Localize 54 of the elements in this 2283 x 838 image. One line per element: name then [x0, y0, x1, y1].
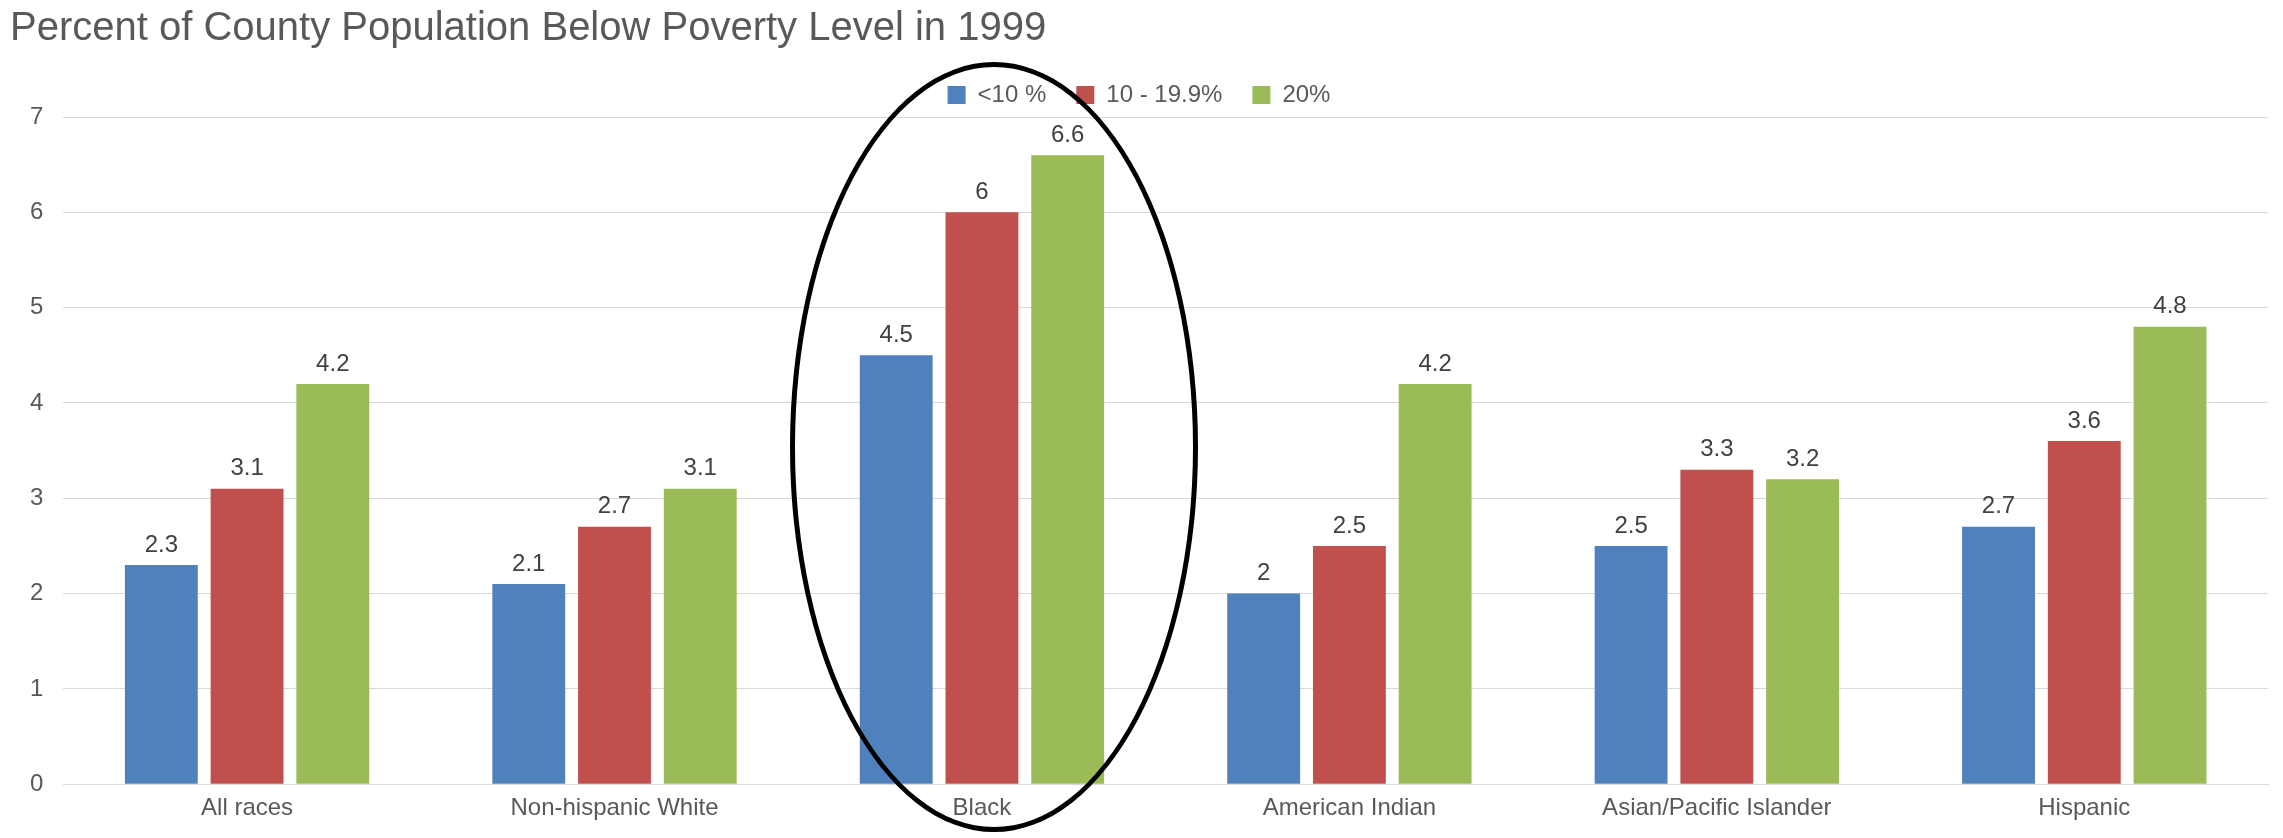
bar — [1398, 383, 1472, 784]
bar — [296, 383, 370, 784]
data-label: 3.2 — [1785, 443, 1820, 471]
x-tick-label: Black — [952, 793, 1013, 821]
data-label: 2.3 — [144, 529, 179, 557]
data-label: 2.1 — [512, 548, 546, 576]
bar — [1031, 155, 1105, 784]
data-label: 2.7 — [1981, 491, 2016, 519]
data-label: 2.7 — [597, 491, 632, 519]
bar — [663, 488, 737, 784]
bar — [124, 564, 198, 784]
bar — [1312, 545, 1386, 784]
bar — [945, 212, 1019, 784]
y-tick-label: 3 — [29, 482, 44, 510]
data-label: 4.2 — [316, 348, 350, 376]
bar — [859, 355, 933, 784]
bar — [2047, 441, 2121, 784]
bar — [1594, 545, 1668, 784]
legend-label: <10 % — [977, 79, 1047, 107]
data-label: 6 — [975, 176, 989, 204]
bar — [492, 584, 566, 784]
data-label: 6.6 — [1051, 119, 1085, 147]
bar — [1962, 526, 2035, 784]
y-tick-label: 6 — [29, 196, 44, 224]
y-tick-label: 1 — [29, 673, 44, 701]
legend-label: 20% — [1282, 79, 1331, 107]
x-tick-label: Non-hispanic White — [510, 793, 719, 821]
bar — [1766, 479, 1840, 784]
y-tick-label: 2 — [29, 578, 44, 606]
data-label: 3.3 — [1700, 434, 1734, 462]
y-tick-label: 7 — [29, 101, 44, 129]
chart-title: Percent of County Population Below Poverty Level in 1999 — [10, 4, 1047, 49]
data-label: 3.6 — [2067, 405, 2101, 433]
data-label: 3.1 — [683, 453, 717, 481]
data-label: 4.2 — [1418, 348, 1452, 376]
data-label: 2 — [1256, 558, 1271, 586]
x-tick-label: American Indian — [1262, 793, 1437, 821]
y-tick-label: 4 — [29, 387, 44, 415]
x-tick-label: Hispanic — [2038, 793, 2131, 821]
data-label: 3.1 — [230, 453, 264, 481]
x-tick-label: All races — [201, 793, 294, 821]
bar — [1227, 593, 1301, 784]
data-label: 2.5 — [1332, 510, 1367, 538]
y-tick-label: 5 — [29, 292, 44, 320]
data-label: 2.5 — [1614, 510, 1648, 538]
bar — [1680, 469, 1754, 784]
x-tick-label: Asian/Pacific Islander — [1602, 793, 1832, 821]
bar — [578, 526, 651, 784]
bar — [2133, 326, 2207, 784]
data-label: 4.5 — [879, 319, 913, 347]
data-label: 4.8 — [2153, 291, 2187, 319]
bar — [210, 488, 284, 784]
legend-label: 10 - 19.9% — [1106, 79, 1223, 107]
y-tick-label: 0 — [29, 768, 44, 796]
